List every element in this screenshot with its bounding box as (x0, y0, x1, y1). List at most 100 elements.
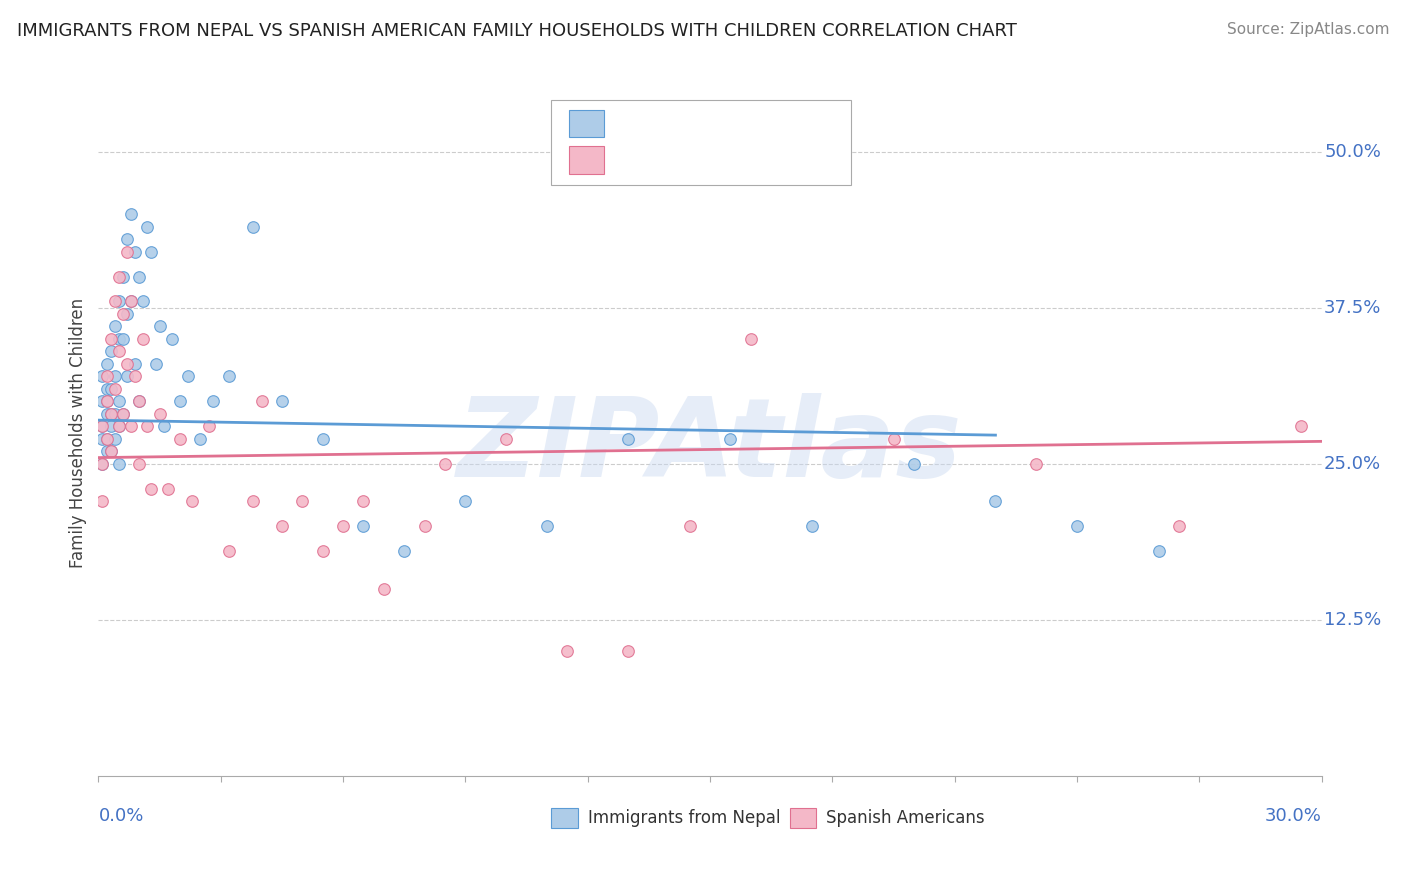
Point (128, 394, 150, 409)
Point (218, 369, 240, 384)
Text: 12.5%: 12.5% (1324, 611, 1381, 629)
Point (312, 544, 335, 558)
Text: 53: 53 (811, 151, 835, 169)
Point (242, 219, 264, 234)
Text: 73: 73 (811, 114, 835, 133)
Point (108, 269, 131, 284)
Point (291, 494, 314, 508)
Point (413, 519, 436, 533)
Point (141, 482, 163, 496)
Point (111, 407, 134, 421)
Point (124, 369, 146, 384)
Point (250, 394, 273, 409)
Y-axis label: Family Households with Children: Family Households with Children (69, 298, 87, 567)
Point (100, 419, 122, 434)
Point (1291, 419, 1313, 434)
Point (454, 494, 477, 508)
Point (718, 432, 742, 446)
Text: 0.041: 0.041 (669, 151, 728, 169)
Point (1066, 519, 1088, 533)
Point (91, 419, 114, 434)
Point (96, 357, 118, 371)
Text: R =: R = (619, 151, 654, 169)
Point (177, 369, 200, 384)
Point (373, 582, 395, 596)
Point (91, 457, 114, 471)
Text: IMMIGRANTS FROM NEPAL VS SPANISH AMERICAN FAMILY HOUSEHOLDS WITH CHILDREN CORREL: IMMIGRANTS FROM NEPAL VS SPANISH AMERICA… (17, 22, 1017, 40)
Point (149, 407, 172, 421)
Text: 50.0%: 50.0% (1324, 143, 1381, 161)
Point (160, 332, 183, 346)
Text: N =: N = (747, 114, 794, 133)
Point (91, 432, 114, 446)
Text: Source: ZipAtlas.com: Source: ZipAtlas.com (1226, 22, 1389, 37)
Point (108, 419, 131, 434)
Point (1167, 519, 1189, 533)
Point (132, 294, 155, 309)
Point (883, 432, 905, 446)
Point (108, 394, 131, 409)
Point (128, 394, 150, 409)
Point (124, 244, 146, 259)
Point (145, 357, 167, 371)
Point (108, 294, 131, 309)
Point (197, 419, 219, 434)
Point (169, 394, 191, 409)
Point (536, 519, 558, 533)
Point (332, 519, 354, 533)
Point (111, 332, 134, 346)
Point (108, 344, 131, 359)
Point (111, 269, 134, 284)
Text: ZIPAtlas: ZIPAtlas (457, 392, 963, 500)
Point (100, 407, 122, 421)
FancyBboxPatch shape (790, 808, 817, 828)
Point (104, 369, 127, 384)
Point (115, 244, 138, 259)
FancyBboxPatch shape (569, 146, 603, 174)
Point (984, 494, 1007, 508)
Point (617, 432, 640, 446)
Point (104, 407, 127, 421)
Point (115, 307, 138, 321)
Point (124, 357, 146, 371)
Point (100, 407, 122, 421)
Text: Spanish Americans: Spanish Americans (827, 809, 984, 827)
Point (128, 457, 150, 471)
Point (91, 419, 114, 434)
Point (96, 432, 118, 446)
Point (100, 382, 122, 396)
Point (903, 457, 925, 471)
Point (108, 332, 131, 346)
Point (96, 407, 118, 421)
Point (188, 432, 212, 446)
Point (392, 544, 416, 558)
Point (115, 232, 138, 246)
Text: R =: R = (619, 114, 654, 133)
Point (352, 519, 374, 533)
Point (434, 457, 457, 471)
Point (100, 344, 122, 359)
Point (108, 457, 131, 471)
Point (156, 482, 179, 496)
Point (104, 382, 127, 396)
Point (181, 494, 204, 508)
Point (242, 494, 264, 508)
Point (104, 432, 127, 446)
Point (201, 394, 224, 409)
Point (115, 357, 138, 371)
Text: 37.5%: 37.5% (1324, 299, 1382, 317)
Point (740, 332, 762, 346)
Text: N =: N = (747, 151, 794, 169)
Text: -0.045: -0.045 (669, 114, 730, 133)
Point (100, 332, 122, 346)
Point (120, 294, 142, 309)
Point (801, 519, 824, 533)
Point (352, 494, 374, 508)
FancyBboxPatch shape (551, 100, 851, 186)
Point (1147, 544, 1170, 558)
Point (96, 394, 118, 409)
Point (115, 369, 138, 384)
Point (91, 394, 114, 409)
Point (96, 394, 118, 409)
Text: 25.0%: 25.0% (1324, 455, 1381, 473)
